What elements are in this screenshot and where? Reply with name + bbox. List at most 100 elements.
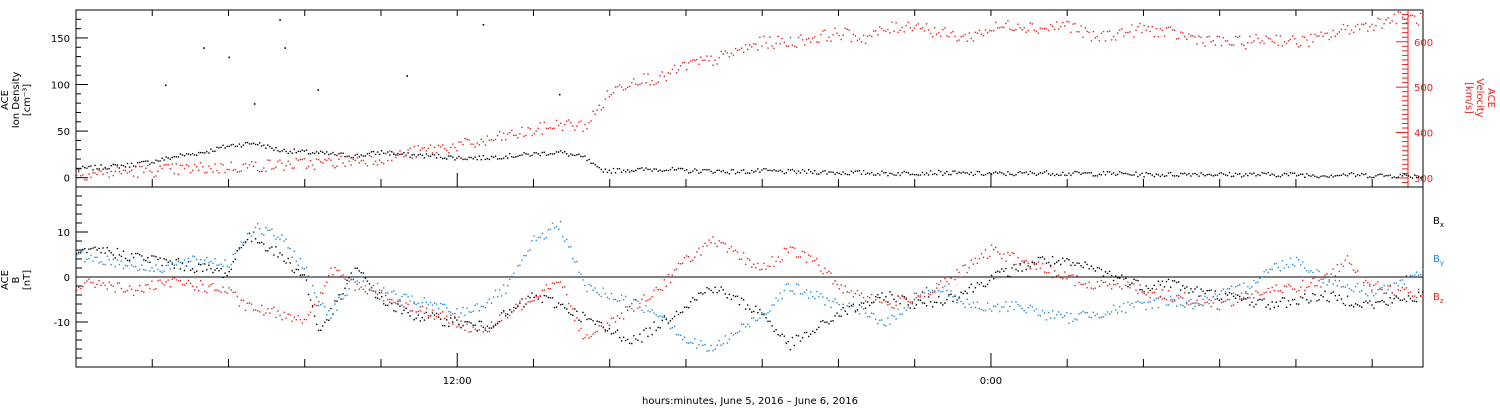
by-point [797,284,800,286]
velocity-point [1306,39,1308,41]
bx-point [482,326,484,328]
bz-point [791,246,794,249]
bx-point [177,258,180,260]
density-point [1411,177,1414,179]
bz-point [616,315,619,317]
velocity-point [783,41,785,44]
velocity-point [970,37,972,40]
bz-point [903,297,905,299]
bx-point [92,247,94,249]
velocity-point [120,173,123,175]
density-point [1072,172,1074,174]
bz-point [954,278,956,281]
bz-point [740,258,743,260]
by-point [1155,297,1157,300]
bx-point [344,287,346,289]
bx-point [1293,298,1296,301]
velocity-point [435,151,438,154]
by-point [728,338,731,340]
bz-point [1125,284,1127,286]
by-point [816,290,818,293]
bz-point [1415,296,1418,299]
bz-point [832,283,834,285]
by-point [104,263,106,266]
bz-point [993,248,995,251]
velocity-point [452,143,454,145]
velocity-point [1393,13,1395,15]
velocity-point [1310,33,1312,36]
legend-bx-sub: x [1440,221,1444,229]
bx-point [706,287,708,289]
velocity-point [171,163,173,165]
density-point [204,152,206,154]
velocity-point [1204,45,1206,47]
bz-point [372,290,375,292]
by-point [972,302,974,304]
by-point [767,311,769,314]
density-point [873,174,875,176]
velocity-point [393,152,395,154]
density-point [1082,172,1084,174]
by-point [1041,309,1044,312]
by-point [385,292,387,294]
density-point [576,154,578,156]
by-point [257,223,259,225]
density-point [547,154,550,156]
velocity-point [899,29,901,31]
bx-point [448,325,450,328]
velocity-point [690,60,692,62]
velocity-point [360,160,362,162]
bx-point [1383,301,1385,303]
bz-point [141,290,143,292]
density-point [86,167,88,169]
velocity-point [116,166,119,168]
bz-point [761,268,763,270]
bz-point [263,314,265,316]
velocity-point [334,167,336,169]
bx-point [584,314,586,316]
bz-point [460,320,462,322]
density-point [1202,173,1204,176]
bx-point [952,300,954,303]
bx-point [1115,275,1117,277]
density-point [871,171,873,174]
bz-point [1027,262,1029,264]
bx-point [393,310,395,312]
bx-point [1192,291,1194,293]
velocity-point [1155,28,1157,30]
bz-point [852,295,855,298]
by-point [505,292,507,294]
density-point [1287,174,1290,177]
by-point [1379,287,1381,289]
bz-point [1021,260,1023,262]
density-point [917,174,920,176]
by-point [1196,302,1198,304]
bz-point [533,299,535,302]
by-point [507,284,509,287]
by-point [1129,304,1131,306]
density-point [389,154,391,156]
bz-point [1342,265,1345,267]
density-point [295,152,297,154]
bz-point [124,291,127,293]
velocity-point [612,92,615,94]
bx-point [285,262,287,264]
velocity-point [1182,32,1184,34]
velocity-point [1198,35,1200,37]
bx-point [962,292,964,295]
density-point [478,155,480,157]
velocity-point [76,174,78,177]
density-point [696,169,698,171]
by-point [1407,276,1410,278]
bz-point [409,310,411,312]
velocity-point [700,56,702,58]
velocity-point [1281,45,1284,47]
bz-point [313,303,316,306]
by-point [354,281,356,283]
bz-point [507,317,509,319]
by-point [773,304,775,306]
bz-point [120,287,123,290]
bz-point [236,295,238,298]
by-point [1226,288,1229,290]
by-point [232,253,234,256]
